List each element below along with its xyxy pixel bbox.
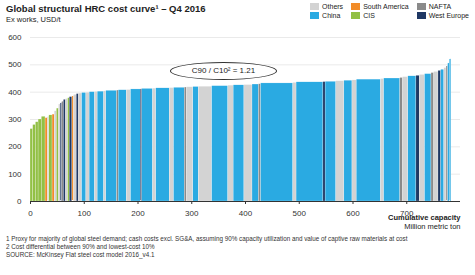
svg-text:200: 200 xyxy=(8,142,22,151)
html-text:Others: Others xyxy=(322,3,344,10)
svg-text:Cumulative capacity: Cumulative capacity xyxy=(388,213,461,222)
svg-text:Million metric ton: Million metric ton xyxy=(404,222,460,231)
html-text:2 Cost differential between 90: 2 Cost differential between 90% and lowe… xyxy=(6,243,155,250)
svg-text:200: 200 xyxy=(131,209,145,218)
svg-text:100: 100 xyxy=(78,209,92,218)
html-text:SOURCE: McKinsey Flat steel co: SOURCE: McKinsey Flat steel cost model 2… xyxy=(6,251,155,258)
html-text:West Europe: West Europe xyxy=(428,12,469,19)
svg-text:300: 300 xyxy=(8,115,22,124)
html-text:C90 / C10² = 1.21: C90 / C10² = 1.21 xyxy=(191,66,256,75)
svg-text:300: 300 xyxy=(185,209,199,218)
svg-text:400: 400 xyxy=(8,88,22,97)
svg-text:600: 600 xyxy=(8,33,22,42)
html-text:NAFTA: NAFTA xyxy=(428,3,452,10)
svg-text:0: 0 xyxy=(17,197,22,206)
html-text:Ex works, USD/t: Ex works, USD/t xyxy=(6,15,61,24)
html-text:Global structural HRC cost cur: Global structural HRC cost curve¹ – Q4 2… xyxy=(6,3,206,14)
html-text:1 Proxy for majority of global: 1 Proxy for majority of global steel dem… xyxy=(6,235,408,242)
svg-text:600: 600 xyxy=(346,209,360,218)
html-text:South America: South America xyxy=(363,3,409,10)
svg-text:0: 0 xyxy=(28,209,33,218)
svg-text:100: 100 xyxy=(8,170,22,179)
svg-text:400: 400 xyxy=(239,209,253,218)
html-text:CIS: CIS xyxy=(363,12,375,19)
svg-text:500: 500 xyxy=(293,209,307,218)
svg-text:500: 500 xyxy=(8,60,22,69)
html-text:China: China xyxy=(322,12,341,19)
